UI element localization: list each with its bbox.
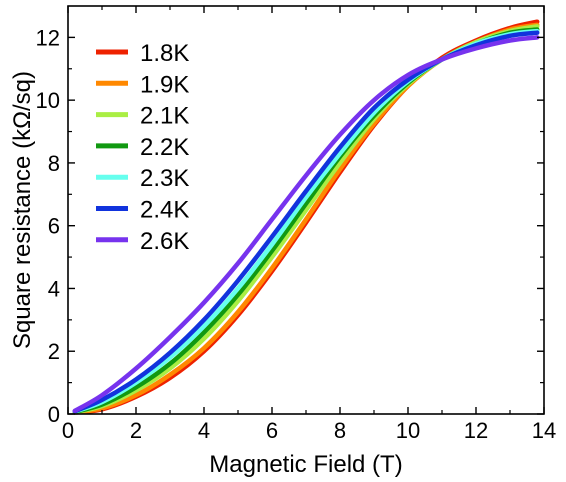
legend: 1.8K 1.9K 2.1K 2.2K 2.3K 2.4K 2.6K [96, 40, 189, 255]
x-tick-label: 12 [464, 418, 488, 443]
y-tick-label: 8 [48, 151, 60, 176]
legend-label: 1.8K [140, 40, 189, 67]
x-tick-label: 4 [198, 418, 210, 443]
legend-label: 2.2K [140, 134, 189, 161]
y-tick-label: 0 [48, 402, 60, 427]
y-tick-label: 4 [48, 276, 60, 301]
series-line-6 [72, 35, 540, 414]
y-tick-label: 2 [48, 339, 60, 364]
x-tick-label: 14 [532, 418, 556, 443]
legend-label: 2.4K [140, 197, 189, 224]
y-tick-label: 10 [36, 88, 60, 113]
series-line-5 [72, 30, 540, 414]
x-tick-label: 6 [266, 418, 278, 443]
legend-label: 2.6K [140, 228, 189, 255]
legend-label: 2.1K [140, 103, 189, 130]
series-lines [72, 19, 540, 415]
tick-labels: 0 2 4 6 8 10 12 14 0 2 4 6 8 10 12 [36, 25, 557, 443]
legend-label: 2.3K [140, 165, 189, 192]
x-tick-label: 0 [62, 418, 74, 443]
x-tick-label: 2 [130, 418, 142, 443]
axis-ticks [67, 6, 545, 415]
legend-label: 1.9K [140, 71, 189, 98]
y-tick-label: 6 [48, 214, 60, 239]
x-tick-label: 10 [396, 418, 420, 443]
y-axis-title: Square resistance (kΩ/sq) [9, 71, 36, 349]
x-axis-title: Magnetic Field (T) [209, 451, 402, 478]
x-tick-label: 8 [334, 418, 346, 443]
y-tick-label: 12 [36, 25, 60, 50]
